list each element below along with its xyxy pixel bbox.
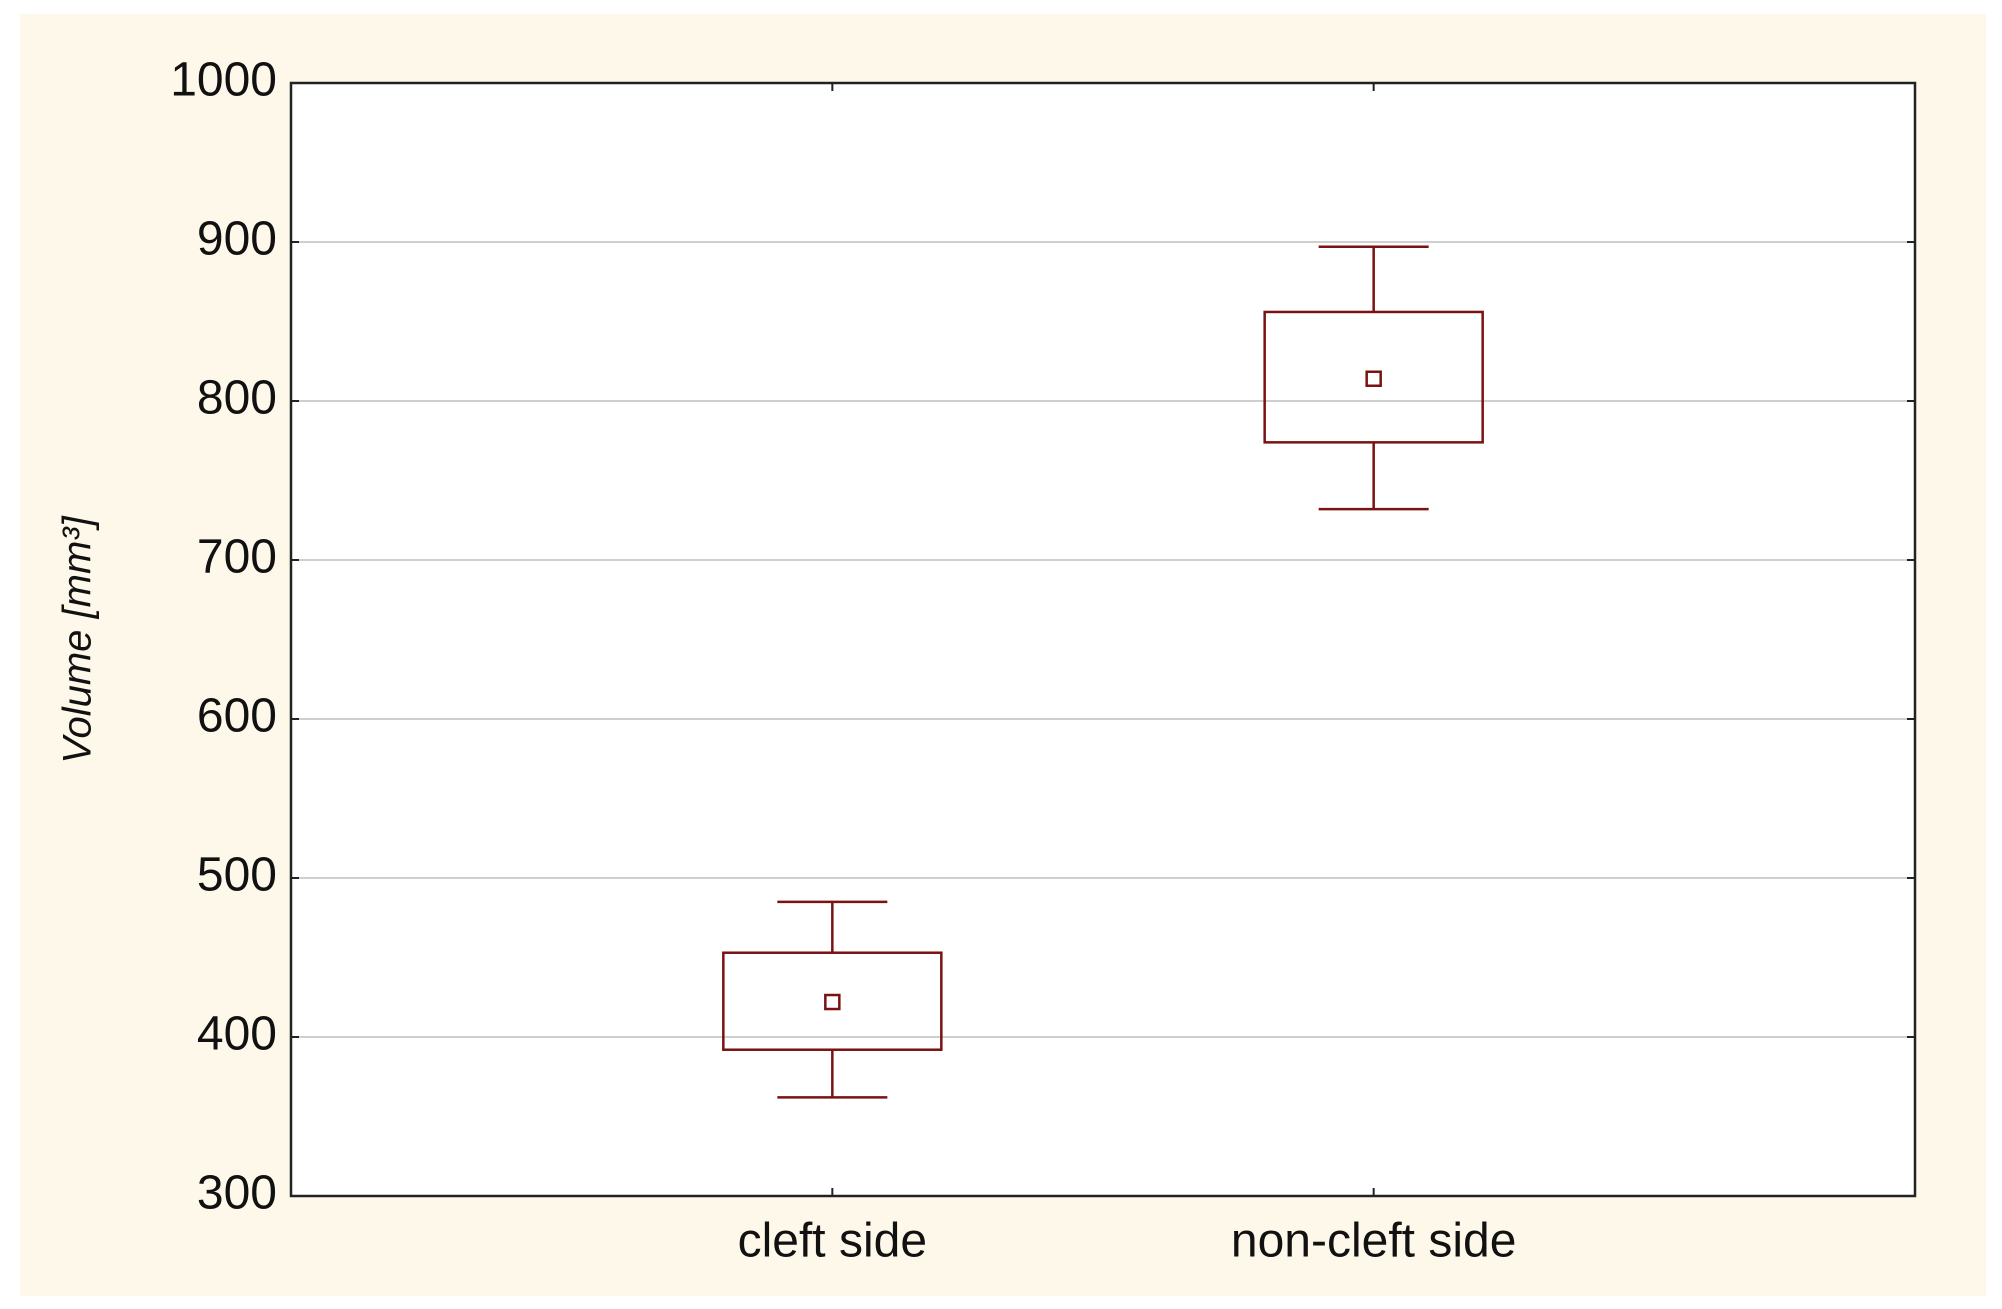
y-axis-label: Volume [mm³] [56, 515, 100, 763]
y-tick-label: 600 [197, 690, 277, 743]
plot-area [291, 83, 1915, 1196]
y-tick-label: 800 [197, 372, 277, 425]
mean-marker [824, 993, 841, 1011]
y-tick-label: 500 [197, 849, 277, 902]
mean-marker [1365, 370, 1382, 387]
y-tick-label: 1000 [170, 54, 277, 107]
plot-frame [289, 81, 1917, 1198]
box [722, 951, 943, 1051]
y-tick-label: 300 [197, 1167, 277, 1220]
box [1263, 310, 1484, 444]
x-tick-label: non-cleft side [1231, 1215, 1517, 1268]
x-tick-label: cleft side [738, 1215, 927, 1268]
y-tick-label: 400 [197, 1008, 277, 1061]
y-tick-label: 700 [197, 531, 277, 584]
y-tick-label: 900 [197, 213, 277, 266]
